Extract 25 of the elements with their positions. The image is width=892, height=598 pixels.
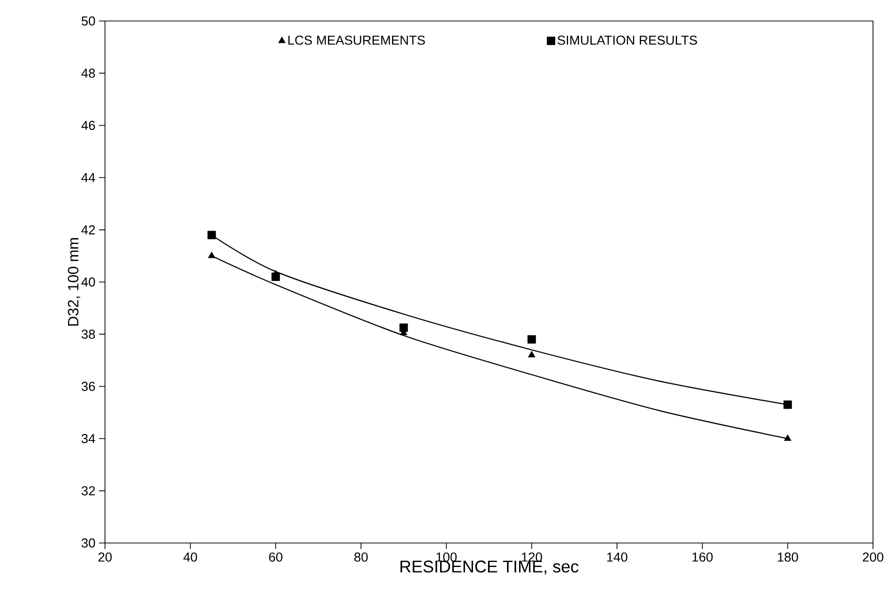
- y-tick-label: 42: [81, 225, 95, 234]
- y-axis-title: D32, 100 mm: [68, 238, 80, 326]
- x-axis-title: RESIDENCE TIME, sec: [400, 560, 578, 575]
- y-tick-label: 46: [81, 120, 95, 130]
- x-tick-label: 180: [778, 552, 798, 562]
- y-tick-label: 32: [82, 486, 95, 496]
- x-tick-label: 160: [692, 552, 713, 562]
- legend-label: SIMULATION RESULTS: [558, 36, 697, 45]
- y-tick-label: 50: [82, 16, 95, 26]
- y-tick-label: 34: [82, 434, 96, 444]
- x-tick-label: 40: [183, 552, 198, 562]
- y-tick-label: 44: [81, 173, 96, 182]
- y-tick-label: 40: [81, 277, 95, 287]
- y-tick-label: 48: [81, 68, 95, 78]
- x-tick-label: 200: [862, 552, 884, 562]
- y-tick-label: 38: [82, 330, 95, 339]
- x-tick-label: 120: [522, 552, 542, 562]
- x-tick-label: 100: [436, 552, 457, 562]
- x-tick-label: 20: [98, 552, 112, 562]
- y-tick-label: 36: [82, 382, 95, 391]
- legend-label: LCS MEASUREMENTS: [288, 36, 425, 45]
- x-tick-label: 80: [354, 552, 368, 562]
- x-tick-label: 60: [269, 552, 282, 562]
- y-tick-label: 30: [82, 538, 95, 548]
- x-tick-label: 140: [607, 552, 628, 562]
